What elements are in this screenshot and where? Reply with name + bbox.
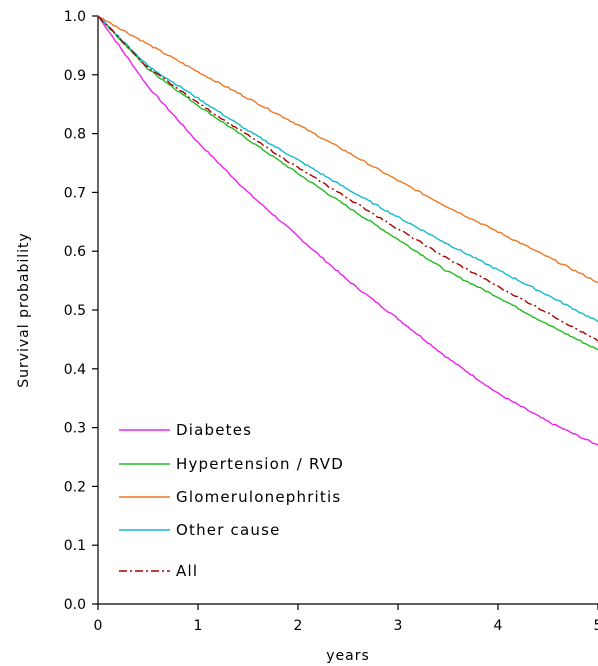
y-tick-label: 0.9 <box>64 68 86 84</box>
y-axis-label: Survival probability <box>16 232 32 388</box>
legend-label: Diabetes <box>176 421 252 439</box>
legend-label: Hypertension / RVD <box>176 455 344 473</box>
y-tick-label: 0.6 <box>64 244 86 260</box>
series-line-glomerulonephritis <box>97 15 598 284</box>
x-tick-label: 4 <box>494 618 503 634</box>
y-tick-label: 0.1 <box>64 538 86 554</box>
y-tick-label: 0.7 <box>64 185 86 201</box>
y-tick-label: 1.0 <box>64 9 86 25</box>
y-tick-label: 0.3 <box>64 421 86 437</box>
legend-label: Other cause <box>176 521 281 539</box>
y-tick-label: 0.8 <box>64 127 86 143</box>
axes: 0.0 0.1 0.2 0.3 0.4 0.5 0.6 0.7 0.8 0.9 1.0 0 1 2 3 4 5 <box>64 9 598 634</box>
series-line-all <box>97 15 598 342</box>
series-line-other-cause <box>97 15 598 323</box>
series-line-diabetes <box>97 15 598 446</box>
legend-label: All <box>176 562 198 580</box>
x-tick-label: 1 <box>194 618 203 634</box>
x-axis-label: years <box>326 648 370 664</box>
y-tick-label: 0.0 <box>64 597 86 613</box>
series-lines <box>97 15 598 446</box>
x-tick-label: 2 <box>294 618 303 634</box>
y-tick-label: 0.5 <box>64 303 86 319</box>
legend: Diabetes Hypertension / RVD Glomerulonephr… <box>119 421 344 580</box>
series-line-hypertension-rvd <box>97 15 598 351</box>
x-tick-label: 5 <box>594 618 598 634</box>
x-tick-label: 0 <box>94 618 103 634</box>
legend-label: Glomerulonephritis <box>176 488 341 506</box>
x-tick-label: 3 <box>394 618 403 634</box>
y-tick-label: 0.2 <box>64 479 86 495</box>
y-tick-label: 0.4 <box>64 362 86 378</box>
